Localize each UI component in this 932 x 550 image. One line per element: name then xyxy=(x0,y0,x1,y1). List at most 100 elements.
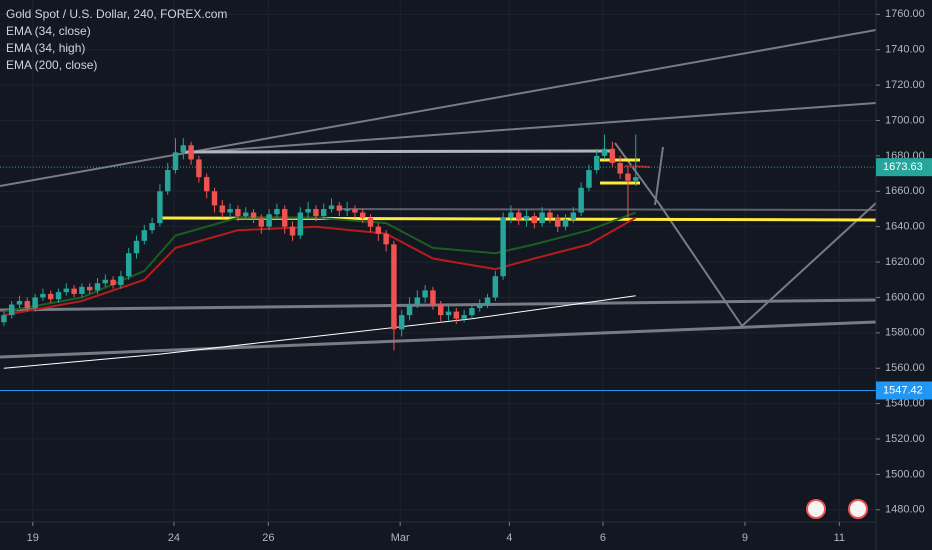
x-tick-label: 24 xyxy=(168,532,180,544)
candle-body xyxy=(71,288,77,294)
candle-body xyxy=(398,315,405,330)
trend-line xyxy=(339,208,876,211)
candle-body xyxy=(477,304,483,309)
y-tick-label: 1520.00 xyxy=(885,433,925,445)
price-label: 1547.42 xyxy=(883,384,923,396)
candle-body xyxy=(16,300,23,305)
candle-body xyxy=(320,208,327,217)
legend: Gold Spot / U.S. Dollar, 240, FOREX.com … xyxy=(6,7,227,72)
y-tick-label: 1660.00 xyxy=(885,185,925,197)
candle-body xyxy=(570,212,577,220)
price-label: 1673.63 xyxy=(883,161,923,173)
candle-body xyxy=(594,155,600,171)
chart-title: Gold Spot / U.S. Dollar, 240, FOREX.com xyxy=(6,7,227,21)
candle-body xyxy=(180,145,187,153)
candle-body xyxy=(266,214,272,227)
y-tick-label: 1500.00 xyxy=(885,468,925,480)
candle-body xyxy=(328,205,335,209)
candle-body xyxy=(508,212,514,218)
candle-body xyxy=(484,297,491,305)
candle-body xyxy=(110,279,116,286)
candle-body xyxy=(578,187,584,213)
candle-body xyxy=(219,205,226,213)
candle-body xyxy=(242,212,249,217)
candle-body xyxy=(203,177,210,192)
trend-line xyxy=(184,149,616,154)
y-tick-label: 1540.00 xyxy=(885,398,925,410)
candle-body xyxy=(133,240,140,254)
candle-body xyxy=(211,191,218,206)
candle-body xyxy=(55,292,62,300)
price-label-box xyxy=(876,381,932,400)
candle-body xyxy=(562,219,569,227)
candle-body xyxy=(40,293,46,298)
candle-body xyxy=(391,244,397,330)
y-tick-label: 1640.00 xyxy=(885,221,925,233)
candle-body xyxy=(102,279,109,284)
candle-body xyxy=(118,276,124,286)
candle-body xyxy=(24,300,31,309)
indicator-line xyxy=(3,211,637,313)
legend-entry: EMA (34, close) xyxy=(6,24,91,38)
y-tick-label: 1620.00 xyxy=(885,256,925,268)
range-line xyxy=(624,165,651,168)
y-tick-label: 1560.00 xyxy=(885,362,925,374)
x-tick-label: 19 xyxy=(27,532,39,544)
y-tick-label: 1760.00 xyxy=(885,8,925,20)
candle-body xyxy=(235,208,241,217)
candle-body xyxy=(86,286,93,291)
y-tick-label: 1720.00 xyxy=(885,79,925,91)
candle-body xyxy=(274,208,280,215)
candle-body xyxy=(492,276,499,298)
candle-body xyxy=(516,212,522,220)
candle-body xyxy=(188,145,194,160)
candle-body xyxy=(149,223,155,231)
candle-body xyxy=(469,308,475,316)
candle-body xyxy=(523,216,530,220)
x-tick-label: Mar xyxy=(391,532,410,544)
x-tick-label: 26 xyxy=(262,532,274,544)
series xyxy=(0,134,876,391)
candle-body xyxy=(352,208,358,213)
candle-body xyxy=(539,212,545,224)
candle-body xyxy=(172,152,179,171)
candle-body xyxy=(633,177,639,181)
candle-body xyxy=(586,170,592,188)
y-tick-label: 1600.00 xyxy=(885,291,925,303)
event-icon[interactable] xyxy=(806,499,826,519)
candle-body xyxy=(47,293,54,300)
candle-body xyxy=(406,304,413,316)
candle-body xyxy=(359,212,366,218)
event-icon[interactable] xyxy=(848,499,868,519)
x-tick-label: 4 xyxy=(506,532,512,544)
candle-body xyxy=(383,233,389,245)
candle-body xyxy=(414,297,421,305)
candle-body xyxy=(258,217,265,227)
candle-body xyxy=(336,205,343,211)
candle-body xyxy=(297,212,304,236)
candle-body xyxy=(555,217,561,227)
y-tick-label: 1740.00 xyxy=(885,44,925,56)
candle-body xyxy=(313,208,319,217)
axes: 1480.00 1500.00 1520.00 1540.00 1560.00 1580.… xyxy=(27,8,932,544)
grid xyxy=(0,0,876,522)
candle-body xyxy=(1,315,7,323)
candle-body xyxy=(547,212,553,218)
candle-body xyxy=(453,311,460,319)
candle-body xyxy=(63,288,70,293)
y-tick-label: 1580.00 xyxy=(885,327,925,339)
candle-body xyxy=(344,208,350,211)
y-tick-label: 1700.00 xyxy=(885,114,925,126)
candle-body xyxy=(281,208,288,227)
candle-body xyxy=(157,191,163,224)
candle-body xyxy=(250,212,257,218)
legend-entry: EMA (34, high) xyxy=(6,41,85,55)
candle-body xyxy=(94,283,101,291)
candle-body xyxy=(531,216,538,224)
candle-body xyxy=(430,290,436,305)
candle-body xyxy=(196,159,202,178)
plot-area xyxy=(0,29,876,391)
projection-path xyxy=(614,142,876,328)
